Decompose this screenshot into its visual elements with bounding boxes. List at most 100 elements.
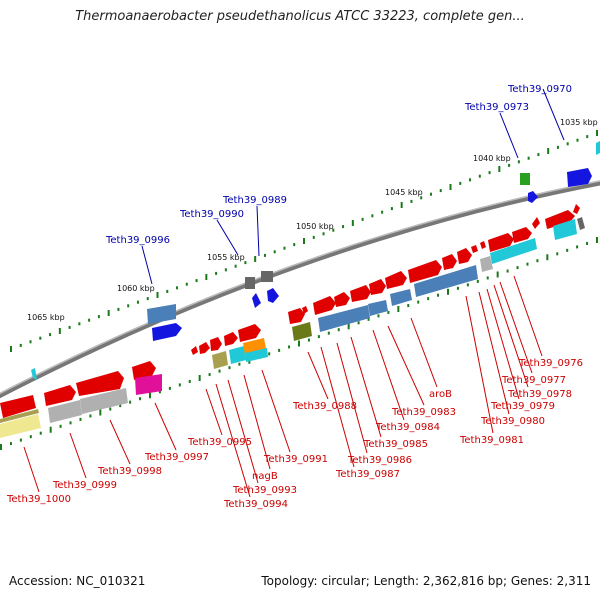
- label-arob[interactable]: aroB: [429, 389, 452, 400]
- gene-red[interactable]: [199, 342, 210, 354]
- label-teth39-1000[interactable]: Teth39_1000: [6, 494, 71, 505]
- label-teth39-0977[interactable]: Teth39_0977: [501, 375, 566, 386]
- ruler-tick: [456, 286, 459, 290]
- label-teth39-0985[interactable]: Teth39_0985: [363, 439, 428, 450]
- gene-blue-block[interactable]: [390, 289, 412, 306]
- gene-gray-block[interactable]: [480, 256, 493, 272]
- gene-blue-arrow-3[interactable]: [152, 323, 182, 341]
- label-teth39-0993[interactable]: Teth39_0993: [232, 485, 297, 496]
- label-teth39-0996[interactable]: Teth39_0996: [105, 235, 170, 246]
- gene-red[interactable]: [0, 395, 36, 418]
- label-teth39-0984[interactable]: Teth39_0984: [375, 422, 440, 433]
- label-teth39-0978[interactable]: Teth39_0978: [507, 389, 572, 400]
- gene-red[interactable]: [132, 361, 156, 380]
- label-teth39-0997[interactable]: Teth39_0997: [144, 452, 209, 463]
- ruler-tick: [185, 282, 188, 286]
- ruler-tick: [99, 409, 102, 416]
- label-teth39-0998[interactable]: Teth39_0998: [97, 466, 162, 477]
- gene-red[interactable]: [442, 254, 457, 270]
- gene-red[interactable]: [76, 371, 124, 396]
- ruler-tick: [49, 426, 52, 433]
- gene-blue-block[interactable]: [368, 300, 388, 316]
- gene-red[interactable]: [313, 296, 336, 315]
- gene-red[interactable]: [350, 285, 371, 302]
- label-teth39-0987[interactable]: Teth39_0987: [335, 469, 400, 480]
- gene-blue-block[interactable]: [414, 265, 478, 297]
- ruler-tick: [10, 346, 12, 352]
- label-teth39-0976[interactable]: Teth39_0976: [518, 358, 583, 369]
- label-teth39-0989[interactable]: Teth39_0989: [222, 195, 287, 206]
- label-teth39-0979[interactable]: Teth39_0979: [490, 401, 555, 412]
- gene-right-edge[interactable]: [596, 141, 600, 155]
- ruler-tick: [390, 207, 393, 211]
- ruler-tick: [79, 417, 82, 421]
- label-teth39-0999[interactable]: Teth39_0999: [52, 480, 117, 491]
- label-teth39-0986[interactable]: Teth39_0986: [347, 455, 412, 466]
- gene-red[interactable]: [573, 204, 580, 214]
- ruler-tick: [215, 271, 218, 275]
- gene-yellow-block[interactable]: [0, 414, 41, 438]
- gene-red[interactable]: [457, 248, 472, 264]
- gene-red[interactable]: [545, 210, 575, 229]
- ruler-tick: [466, 283, 469, 287]
- gene-gray-small[interactable]: [245, 277, 255, 289]
- gene-teth39-0970[interactable]: [567, 168, 592, 187]
- gene-magenta-block[interactable]: [135, 374, 162, 395]
- gene-red[interactable]: [471, 245, 478, 253]
- gene-red[interactable]: [224, 332, 238, 346]
- ruler-label: 1035 kbp: [560, 118, 598, 127]
- label-teth39-0983[interactable]: Teth39_0983: [391, 407, 456, 418]
- gene-teth39-0989[interactable]: [261, 271, 273, 282]
- gene-red[interactable]: [385, 271, 407, 289]
- label-nagb[interactable]: nagB: [252, 471, 278, 482]
- gene-blue-block[interactable]: [318, 305, 370, 332]
- ruler-tick: [136, 300, 139, 304]
- gene-red[interactable]: [44, 385, 76, 406]
- ruler-tick: [322, 232, 325, 236]
- gene-olive-block[interactable]: [292, 322, 312, 341]
- ruler-tick: [59, 424, 62, 428]
- ruler-tick: [397, 306, 400, 312]
- label-teth39-0995[interactable]: Teth39_0995: [187, 437, 252, 448]
- gene-red[interactable]: [288, 308, 305, 324]
- gene-teth39-0990[interactable]: [252, 293, 261, 308]
- label-teth39-0980[interactable]: Teth39_0980: [480, 416, 545, 427]
- label-connector: [205, 388, 223, 436]
- gene-cyan-small[interactable]: [31, 368, 37, 380]
- label-teth39-0981[interactable]: Teth39_0981: [459, 435, 524, 446]
- label-teth39-0970[interactable]: Teth39_0970: [507, 84, 572, 95]
- gene-gray-block[interactable]: [48, 400, 82, 423]
- label-teth39-0990[interactable]: Teth39_0990: [179, 209, 244, 220]
- gene-red[interactable]: [512, 227, 532, 243]
- gene-cyan-block-4[interactable]: [245, 348, 268, 362]
- gene-gray-block[interactable]: [80, 388, 128, 414]
- gene-red[interactable]: [408, 260, 442, 283]
- gene-teth39-0996[interactable]: [147, 304, 176, 324]
- gene-red[interactable]: [191, 346, 198, 355]
- label-teth39-0988[interactable]: Teth39_0988: [292, 401, 357, 412]
- gene-blue-arrow-2[interactable]: [267, 288, 279, 303]
- gene-red[interactable]: [210, 337, 222, 351]
- gene-red[interactable]: [334, 292, 350, 307]
- ruler-tick: [347, 323, 350, 330]
- gene-red[interactable]: [238, 324, 261, 342]
- label-teth39-0991[interactable]: Teth39_0991: [263, 454, 328, 465]
- gene-red[interactable]: [369, 279, 386, 295]
- gene-red[interactable]: [488, 233, 514, 252]
- gene-cyan-block-2[interactable]: [553, 219, 577, 240]
- gene-red[interactable]: [480, 241, 486, 249]
- gene-red[interactable]: [532, 217, 540, 229]
- gene-teth39-0973[interactable]: [520, 173, 530, 185]
- gene-cyan-block[interactable]: [490, 238, 537, 264]
- label-teth39-0994[interactable]: Teth39_0994: [223, 499, 288, 510]
- gene-khaki-block[interactable]: [212, 351, 228, 369]
- gene-gray-small[interactable]: [577, 217, 585, 230]
- gene-red[interactable]: [302, 306, 308, 314]
- genome-backbone: [0, 180, 600, 399]
- label-teth39-0973[interactable]: Teth39_0973: [464, 102, 529, 113]
- gene-olive-strip[interactable]: [0, 409, 39, 423]
- gene-small-blue[interactable]: [528, 191, 538, 203]
- ruler-tick: [459, 181, 462, 185]
- ruler-tick: [337, 328, 340, 332]
- gene-cyan-block-3[interactable]: [229, 346, 246, 364]
